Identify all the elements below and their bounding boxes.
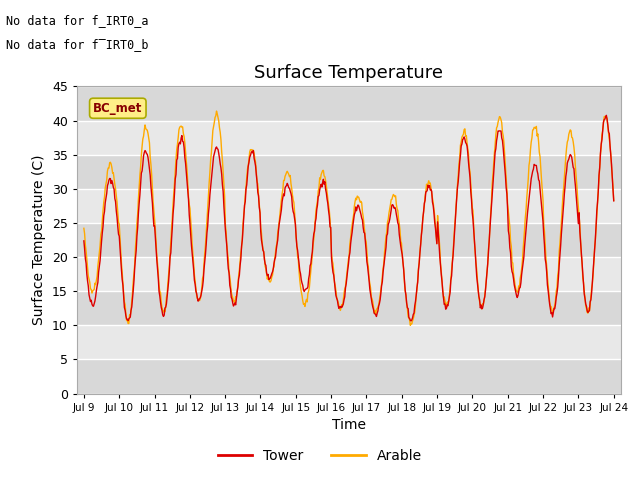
Bar: [77, 257, 621, 291]
X-axis label: Time: Time: [332, 418, 366, 432]
Bar: [77, 189, 621, 223]
Bar: [77, 155, 621, 189]
Title: Surface Temperature: Surface Temperature: [254, 64, 444, 82]
Text: BC_met: BC_met: [93, 102, 143, 115]
Bar: [77, 223, 621, 257]
Text: No data for f̅IRT0_b: No data for f̅IRT0_b: [6, 38, 149, 51]
Bar: [77, 325, 621, 360]
Legend: Tower, Arable: Tower, Arable: [212, 443, 428, 468]
Bar: [77, 86, 621, 120]
Bar: [77, 120, 621, 155]
Bar: [77, 291, 621, 325]
Y-axis label: Surface Temperature (C): Surface Temperature (C): [33, 155, 46, 325]
Bar: [77, 360, 621, 394]
Text: No data for f_IRT0_a: No data for f_IRT0_a: [6, 14, 149, 27]
